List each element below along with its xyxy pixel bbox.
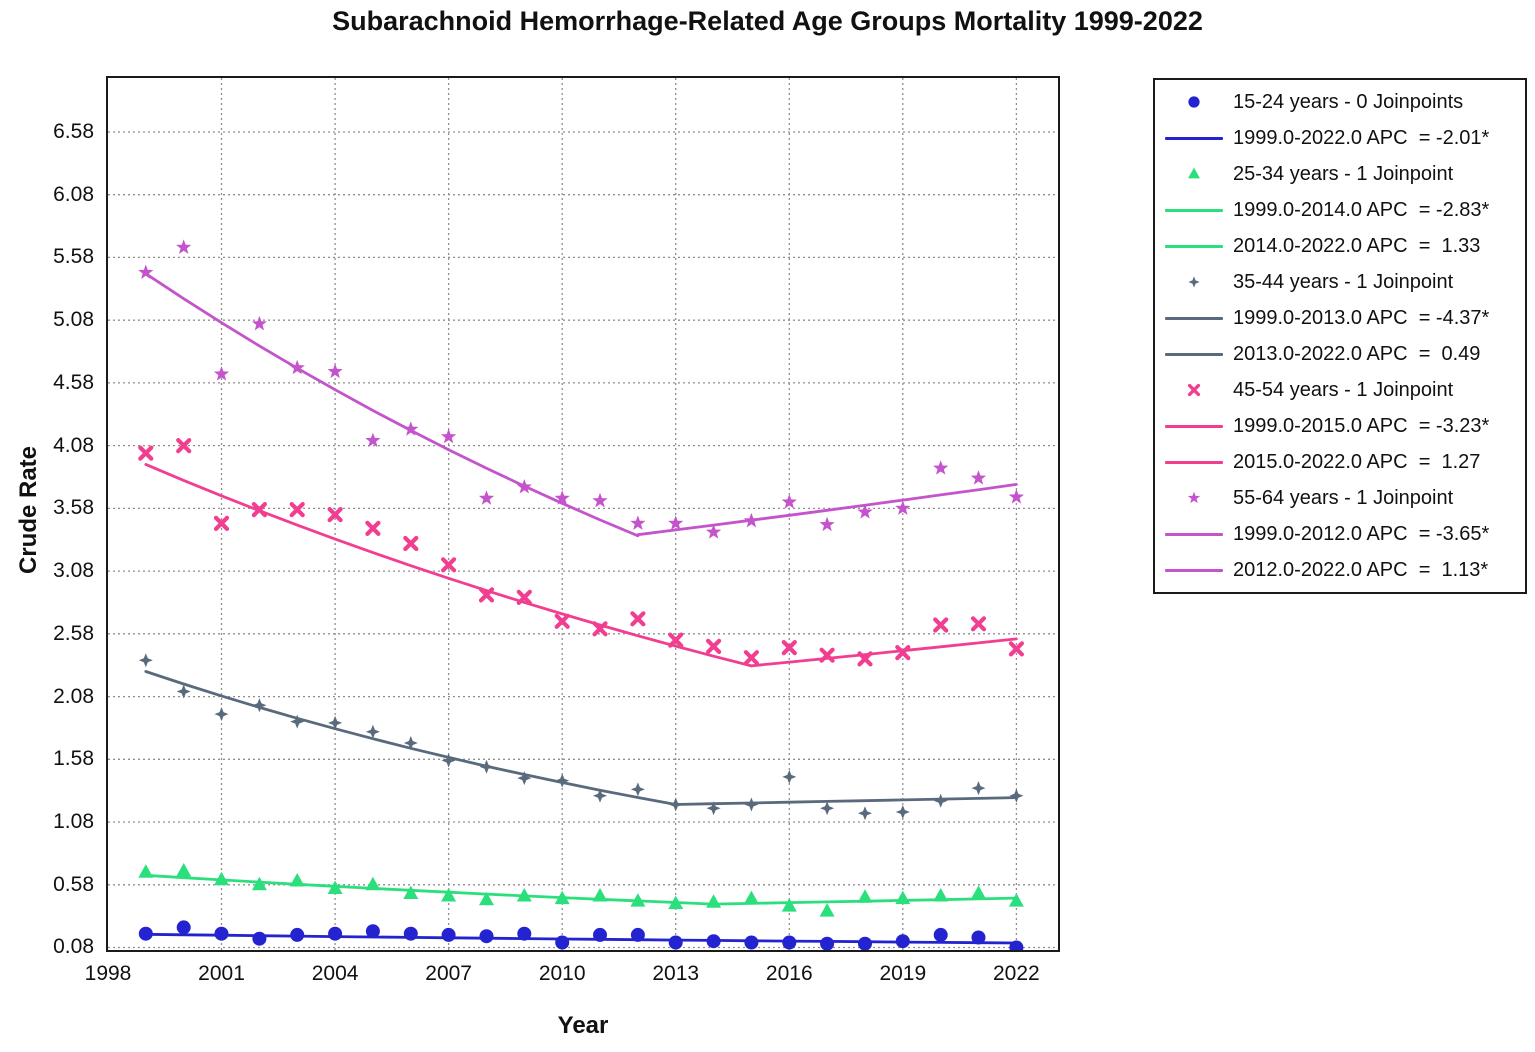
trend-line-swatch: [1155, 532, 1233, 536]
x-axis-label: Year: [557, 1012, 609, 1039]
trend-line-swatch: [1155, 316, 1233, 320]
legend-row: 25-34 years - 1 Joinpoint: [1155, 157, 1525, 191]
star5-marker-icon: [1155, 487, 1233, 509]
triangle-marker-icon: [1155, 163, 1233, 185]
y-tick-label: 5.08: [53, 308, 94, 332]
legend: 15-24 years - 0 Joinpoints 1999.0-2022.0 …: [1153, 78, 1527, 594]
legend-row: 1999.0-2022.0 APC = -2.01*: [1155, 121, 1525, 155]
trend-line-swatch: [1155, 352, 1233, 356]
legend-label: 35-44 years - 1 Joinpoint: [1233, 270, 1454, 293]
legend-row: 2014.0-2022.0 APC = 1.33: [1155, 229, 1525, 263]
y-axis-label: Crude Rate: [15, 445, 42, 575]
legend-label: 2013.0-2022.0 APC = 0.49: [1233, 342, 1481, 365]
y-tick-label: 3.08: [53, 559, 94, 583]
x-tick-label: 2013: [652, 962, 700, 985]
diamond4-marker-icon: [1155, 271, 1233, 293]
legend-label: 1999.0-2013.0 APC = -4.37*: [1233, 306, 1490, 329]
legend-row: 1999.0-2012.0 APC = -3.65*: [1155, 517, 1525, 551]
y-tick-label: 1.58: [53, 747, 94, 771]
y-tick-label: 3.58: [53, 496, 94, 520]
legend-label: 1999.0-2014.0 APC = -2.83*: [1233, 198, 1490, 221]
legend-row: 1999.0-2013.0 APC = -4.37*: [1155, 301, 1525, 335]
x-tick-label: 2007: [425, 962, 472, 985]
x-tick-label: 2001: [198, 962, 245, 985]
legend-label: 1999.0-2015.0 APC = -3.23*: [1233, 414, 1490, 437]
plot-canvas: [108, 78, 1058, 950]
trend-line-swatch: [1155, 136, 1233, 140]
chart-title: Subarachnoid Hemorrhage-Related Age Grou…: [332, 6, 1203, 36]
xcross-marker-icon: [1155, 379, 1233, 401]
legend-label: 2014.0-2022.0 APC = 1.33: [1233, 234, 1481, 257]
x-tick-label: 2016: [765, 962, 813, 985]
legend-label: 1999.0-2012.0 APC = -3.65*: [1233, 522, 1490, 545]
y-tick-label: 4.08: [53, 433, 94, 457]
legend-row: 2012.0-2022.0 APC = 1.13*: [1155, 553, 1525, 587]
legend-label: 55-64 years - 1 Joinpoint: [1233, 486, 1454, 509]
y-tick-label: 1.08: [53, 810, 94, 834]
legend-row: 2015.0-2022.0 APC = 1.27: [1155, 445, 1525, 479]
x-tick-label: 1998: [84, 962, 132, 985]
x-tick-label: 2022: [993, 962, 1040, 985]
trend-line-swatch: [1155, 460, 1233, 464]
y-tick-label: 6.08: [53, 182, 94, 206]
legend-row: 2013.0-2022.0 APC = 0.49: [1155, 337, 1525, 371]
legend-label: 2015.0-2022.0 APC = 1.27: [1233, 450, 1481, 473]
legend-label: 25-34 years - 1 Joinpoint: [1233, 162, 1454, 185]
circle-marker-icon: [1155, 91, 1233, 113]
trend-line-swatch: [1155, 208, 1233, 212]
y-tick-label: 0.58: [53, 872, 94, 896]
legend-row: 35-44 years - 1 Joinpoint: [1155, 265, 1525, 299]
y-tick-label: 4.58: [53, 370, 94, 394]
legend-row: 1999.0-2014.0 APC = -2.83*: [1155, 193, 1525, 227]
y-tick-label: 2.58: [53, 621, 94, 645]
plot-area: [106, 76, 1060, 952]
y-tick-label: 5.58: [53, 245, 94, 269]
legend-label: 45-54 years - 1 Joinpoint: [1233, 378, 1454, 401]
legend-row: 45-54 years - 1 Joinpoint: [1155, 373, 1525, 407]
legend-row: 55-64 years - 1 Joinpoint: [1155, 481, 1525, 515]
x-tick-label: 2004: [311, 962, 359, 985]
legend-label: 1999.0-2022.0 APC = -2.01*: [1233, 126, 1490, 149]
legend-label: 2012.0-2022.0 APC = 1.13*: [1233, 558, 1489, 581]
y-tick-label: 0.08: [53, 935, 94, 959]
x-tick-label: 2019: [879, 962, 927, 985]
y-tick-label: 2.08: [53, 684, 94, 708]
legend-label: 15-24 years - 0 Joinpoints: [1233, 90, 1464, 113]
trend-line-swatch: [1155, 244, 1233, 248]
trend-line-swatch: [1155, 568, 1233, 572]
x-tick-label: 2010: [538, 962, 586, 985]
legend-row: 1999.0-2015.0 APC = -3.23*: [1155, 409, 1525, 443]
legend-row: 15-24 years - 0 Joinpoints: [1155, 85, 1525, 119]
y-tick-label: 6.58: [53, 119, 94, 143]
trend-line-swatch: [1155, 424, 1233, 428]
